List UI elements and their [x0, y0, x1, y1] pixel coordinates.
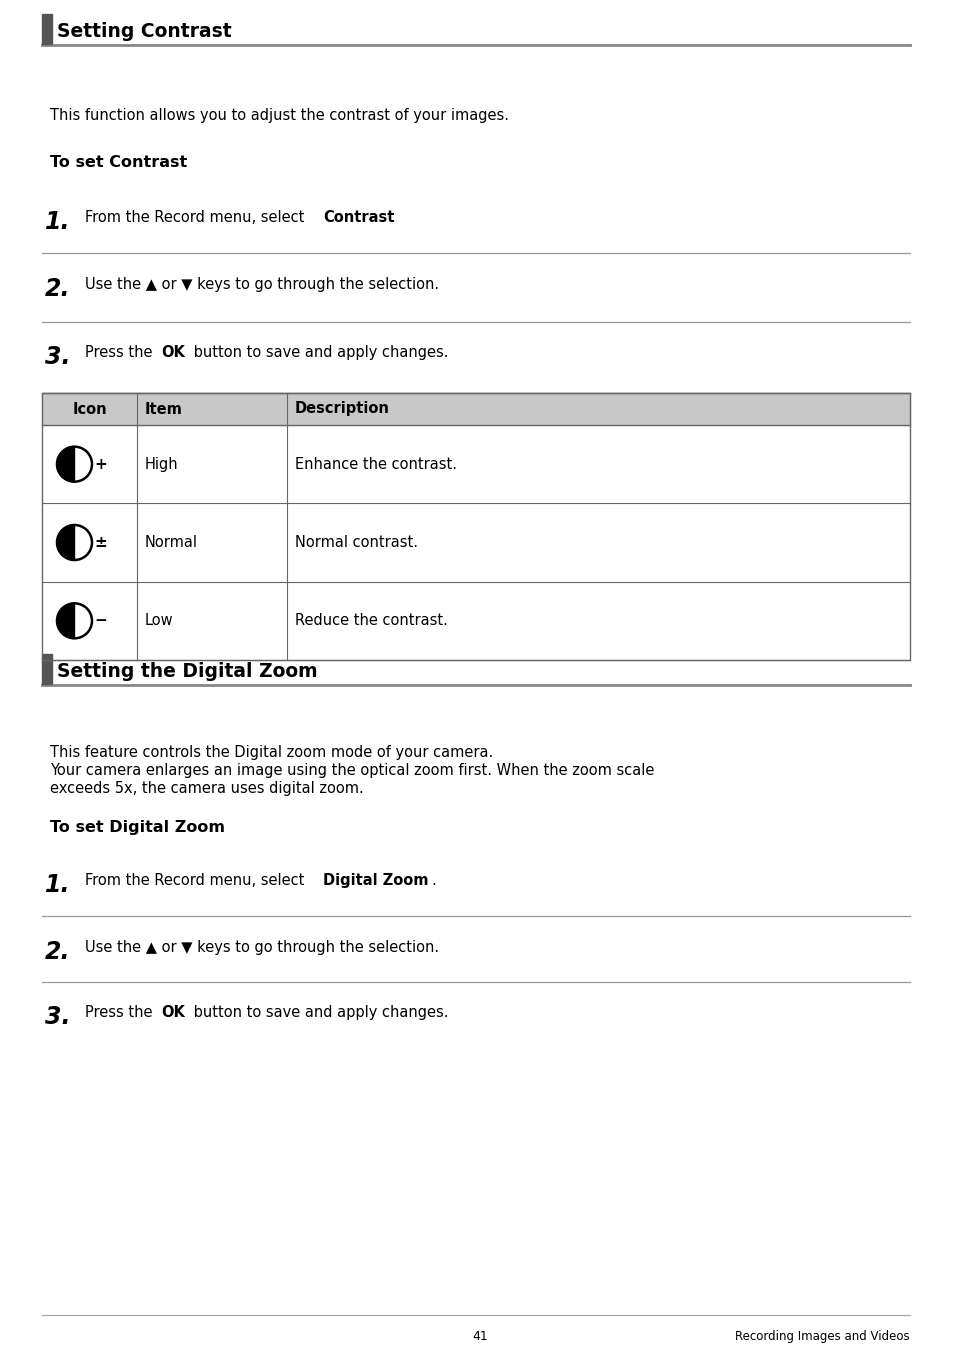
Bar	[42, 394, 909, 660]
Text: Description: Description	[294, 402, 390, 417]
Text: 3.: 3.	[45, 345, 71, 369]
Text: Normal: Normal	[145, 535, 198, 550]
Text: Enhance the contrast.: Enhance the contrast.	[294, 457, 456, 472]
Text: Item: Item	[145, 402, 183, 417]
Wedge shape	[57, 604, 74, 638]
Text: OK: OK	[161, 345, 185, 360]
Text: button to save and apply changes.: button to save and apply changes.	[189, 1006, 448, 1020]
Text: This function allows you to adjust the contrast of your images.: This function allows you to adjust the c…	[50, 109, 509, 123]
Text: Icon: Icon	[72, 402, 107, 417]
Text: From the Record menu, select: From the Record menu, select	[85, 210, 309, 225]
Circle shape	[57, 604, 91, 638]
Text: Press the: Press the	[85, 1006, 157, 1020]
Text: Setting the Digital Zoom: Setting the Digital Zoom	[57, 662, 317, 681]
Text: 41: 41	[472, 1330, 487, 1343]
Bar	[42, 654, 52, 684]
Bar	[42, 503, 909, 582]
Text: 1.: 1.	[45, 873, 71, 897]
Text: Setting Contrast: Setting Contrast	[57, 22, 232, 41]
Text: High: High	[145, 457, 178, 472]
Circle shape	[57, 446, 91, 482]
Text: This feature controls the Digital zoom mode of your camera.: This feature controls the Digital zoom m…	[50, 745, 493, 760]
Bar	[42, 425, 909, 503]
Text: Digital Zoom: Digital Zoom	[323, 873, 428, 887]
Text: button to save and apply changes.: button to save and apply changes.	[189, 345, 448, 360]
Text: Use the ▲ or ▼ keys to go through the selection.: Use the ▲ or ▼ keys to go through the se…	[85, 277, 438, 292]
Text: To set Contrast: To set Contrast	[50, 155, 187, 170]
Text: Your camera enlarges an image using the optical zoom first. When the zoom scale: Your camera enlarges an image using the …	[50, 763, 654, 778]
Text: exceeds 5x, the camera uses digital zoom.: exceeds 5x, the camera uses digital zoom…	[50, 782, 363, 797]
Wedge shape	[57, 446, 74, 482]
Text: From the Record menu, select: From the Record menu, select	[85, 873, 309, 887]
Text: Normal contrast.: Normal contrast.	[294, 535, 417, 550]
Text: ±: ±	[94, 535, 107, 550]
Text: To set Digital Zoom: To set Digital Zoom	[50, 820, 225, 835]
Text: Low: Low	[145, 613, 173, 628]
Circle shape	[57, 525, 91, 560]
Text: Contrast: Contrast	[323, 210, 394, 225]
Wedge shape	[57, 525, 74, 560]
Text: +: +	[94, 457, 107, 472]
Bar	[42, 394, 909, 425]
Text: OK: OK	[161, 1006, 185, 1020]
Text: .: .	[431, 873, 436, 887]
Text: 1.: 1.	[45, 210, 71, 233]
Text: Use the ▲ or ▼ keys to go through the selection.: Use the ▲ or ▼ keys to go through the se…	[85, 940, 438, 955]
Bar	[42, 14, 52, 43]
Text: Reduce the contrast.: Reduce the contrast.	[294, 613, 447, 628]
Text: .: .	[390, 210, 395, 225]
Text: Recording Images and Videos: Recording Images and Videos	[735, 1330, 909, 1343]
Text: 2.: 2.	[45, 277, 71, 301]
Text: −: −	[94, 613, 107, 628]
Text: Press the: Press the	[85, 345, 157, 360]
Text: 2.: 2.	[45, 940, 71, 963]
Text: 3.: 3.	[45, 1006, 71, 1029]
Bar	[42, 582, 909, 660]
